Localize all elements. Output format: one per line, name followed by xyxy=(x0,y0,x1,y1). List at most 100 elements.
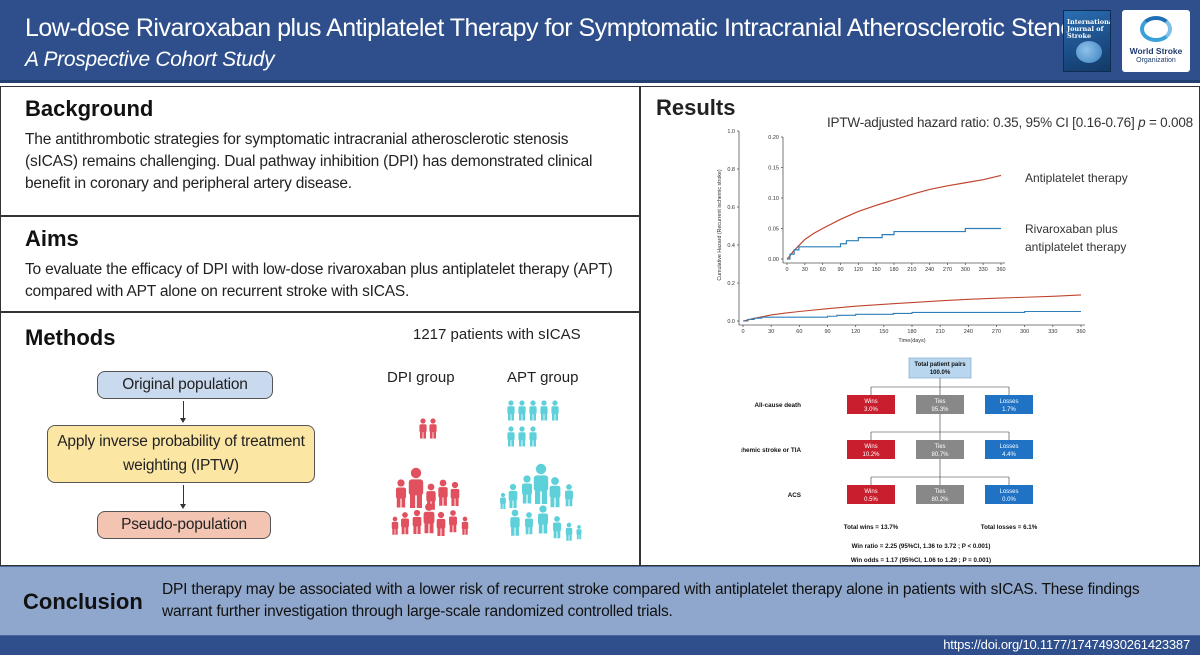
outer-x-tick-label-0: 0 xyxy=(741,329,744,335)
apt-pseudo-person-0-leg-right xyxy=(513,499,517,508)
apt-pseudo-person-1-leg-left xyxy=(522,493,527,504)
wins-box-1 xyxy=(847,440,895,459)
apt-person-mid-0-head xyxy=(508,426,514,432)
results-panel: Results IPTW-adjusted hazard ratio: 0.35… xyxy=(640,86,1200,566)
dpi-pseudo-person-7-head xyxy=(425,503,433,511)
dpi-pseudo-person-2-body xyxy=(426,491,436,502)
logo-line-1: World Stroke xyxy=(1129,46,1183,56)
row-label-1: Ischemic stroke or TIA xyxy=(741,447,801,454)
dpi-pseudo-person-9-leg-right xyxy=(453,524,457,533)
dpi-pseudo-person-0-leg-left xyxy=(396,497,401,508)
poster-subtitle: A Prospective Cohort Study xyxy=(25,48,275,71)
inset-y-tick-label-3: 0.15 xyxy=(768,166,779,172)
legend-antiplatelet: Antiplatelet therapy xyxy=(1025,171,1128,185)
apt-pseudo-person-9-head xyxy=(566,522,572,528)
inset-series-antiplatelet xyxy=(786,174,1002,260)
apt-pseudo-person-4-head xyxy=(566,484,572,490)
inset-x-tick-label-7: 210 xyxy=(907,267,916,273)
apt-pseudo-person-5 xyxy=(510,509,520,536)
dpi-pseudo-person-10-leg-right xyxy=(465,528,468,535)
wins-label-1: Wins xyxy=(864,444,877,450)
apt-pseudo-person-0-body xyxy=(508,490,518,501)
dpi-person-2-leg-left xyxy=(430,431,433,439)
people-icons-graphic xyxy=(391,400,582,541)
dpi-pseudo-person-4-body xyxy=(450,488,460,499)
dpi-pseudo-person-4-leg-right xyxy=(455,497,459,506)
row-label-2: ACS xyxy=(788,492,801,499)
apt-person-top-3-leg-left xyxy=(541,413,544,421)
inset-x-tick-label-0: 0 xyxy=(785,267,788,273)
wins-value-0: 3.0% xyxy=(864,407,878,413)
apt-pseudo-person-11-leg-right xyxy=(503,503,506,509)
dpi-pseudo-person-3-head xyxy=(439,479,447,487)
doi-link[interactable]: https://doi.org/10.1177/1747493026142338… xyxy=(943,637,1190,652)
dpi-pseudo-person-0-leg-right xyxy=(401,497,406,508)
dpi-pseudo-person-5-leg-left xyxy=(401,526,405,535)
world-stroke-organization-logo: World Stroke Organization xyxy=(1122,10,1190,72)
apt-pseudo-person-7-leg-right xyxy=(543,523,548,534)
dpi-pseudo-person-4-head xyxy=(451,481,459,489)
patients-count-label: 1217 patients with sICAS xyxy=(413,326,581,343)
ties-box-2 xyxy=(916,485,964,504)
outer-y-tick-label-3: 0.6 xyxy=(727,205,735,211)
outer-x-tick-label-1: 30 xyxy=(768,329,774,335)
flow-pseudo-population: Pseudo-population xyxy=(97,511,271,539)
apt-pseudo-person-8-leg-left xyxy=(553,530,557,539)
dpi-pseudo-person-5-body xyxy=(401,518,409,528)
outer-x-axis-label: Time(days) xyxy=(898,338,925,344)
dpi-pseudo-person-11-body xyxy=(391,521,399,530)
outer-x-tick-label-5: 150 xyxy=(879,329,888,335)
apt-pseudo-person-2-head xyxy=(535,463,547,475)
apt-person-top-2-leg-right xyxy=(533,413,536,421)
outer-x-tick-label-12: 360 xyxy=(1076,329,1085,335)
apt-pseudo-person-4-leg-left xyxy=(565,498,569,507)
flow-arrow-1 xyxy=(180,401,186,423)
losses-box-1 xyxy=(985,440,1033,459)
apt-pseudo-person-6-leg-left xyxy=(525,526,529,535)
apt-person-top-4 xyxy=(551,400,559,421)
apt-person-top-4-leg-left xyxy=(552,413,555,421)
apt-pseudo-person-4-leg-right xyxy=(569,498,573,507)
apt-person-top-1 xyxy=(518,400,526,421)
inset-y-tick-label-0: 0.00 xyxy=(768,257,779,263)
dpi-pseudo-person-8-head xyxy=(437,511,445,519)
inset-x-tick-label-5: 150 xyxy=(872,267,881,273)
dpi-pseudo-person-0-body xyxy=(395,487,407,499)
dpi-pseudo-person-6-leg-left xyxy=(413,525,417,534)
apt-person-top-4-body xyxy=(551,406,559,415)
dpi-pseudo-person-4-leg-left xyxy=(451,497,455,506)
apt-pseudo-person-10-body xyxy=(576,529,582,535)
dpi-pseudo-person-3 xyxy=(438,479,448,506)
apt-person-top-1-head xyxy=(519,400,525,406)
apt-person-top-4-head xyxy=(552,400,558,406)
apt-pseudo-person-4 xyxy=(565,484,573,507)
aims-text: To evaluate the efficacy of DPI with low… xyxy=(25,261,613,300)
apt-person-top-2 xyxy=(529,400,537,421)
dpi-pseudo-person-7-body xyxy=(423,511,435,524)
dpi-pseudo-person-9-body xyxy=(449,516,457,526)
dpi-person-2-head xyxy=(430,418,436,424)
ties-label-0: Ties xyxy=(934,399,945,405)
dpi-pseudo-person-1-leg-right xyxy=(416,494,422,508)
outer-x-tick-label-8: 240 xyxy=(964,329,973,335)
apt-person-top-3-head xyxy=(541,400,547,406)
dpi-pseudo-person-10 xyxy=(461,516,469,535)
losses-box-0 xyxy=(985,395,1033,414)
apt-pseudo-person-7-head xyxy=(539,505,547,513)
apt-person-top-0-body xyxy=(507,406,515,415)
apt-pseudo-person-2 xyxy=(533,463,549,504)
background-panel: Background The antithrombotic strategies… xyxy=(0,86,640,216)
apt-person-mid-0-body xyxy=(507,432,515,441)
dpi-pseudo-person-5 xyxy=(401,512,409,535)
conclusion-text: DPI therapy may be associated with a low… xyxy=(162,581,1140,620)
losses-value-0: 1.7% xyxy=(1002,407,1016,413)
dpi-pseudo-person-6-head xyxy=(413,509,421,517)
apt-person-top-2-leg-left xyxy=(530,413,533,421)
hazard-ratio-text: IPTW-adjusted hazard ratio: 0.35, 95% CI… xyxy=(827,115,1193,130)
dpi-person-2 xyxy=(429,418,437,439)
apt-pseudo-person-11-head xyxy=(500,492,506,498)
losses-value-1: 4.4% xyxy=(1002,452,1016,458)
hazard-ratio-p-value: = 0.008 xyxy=(1145,115,1193,130)
apt-person-top-2-head xyxy=(530,400,536,406)
methods-heading: Methods xyxy=(25,325,116,350)
